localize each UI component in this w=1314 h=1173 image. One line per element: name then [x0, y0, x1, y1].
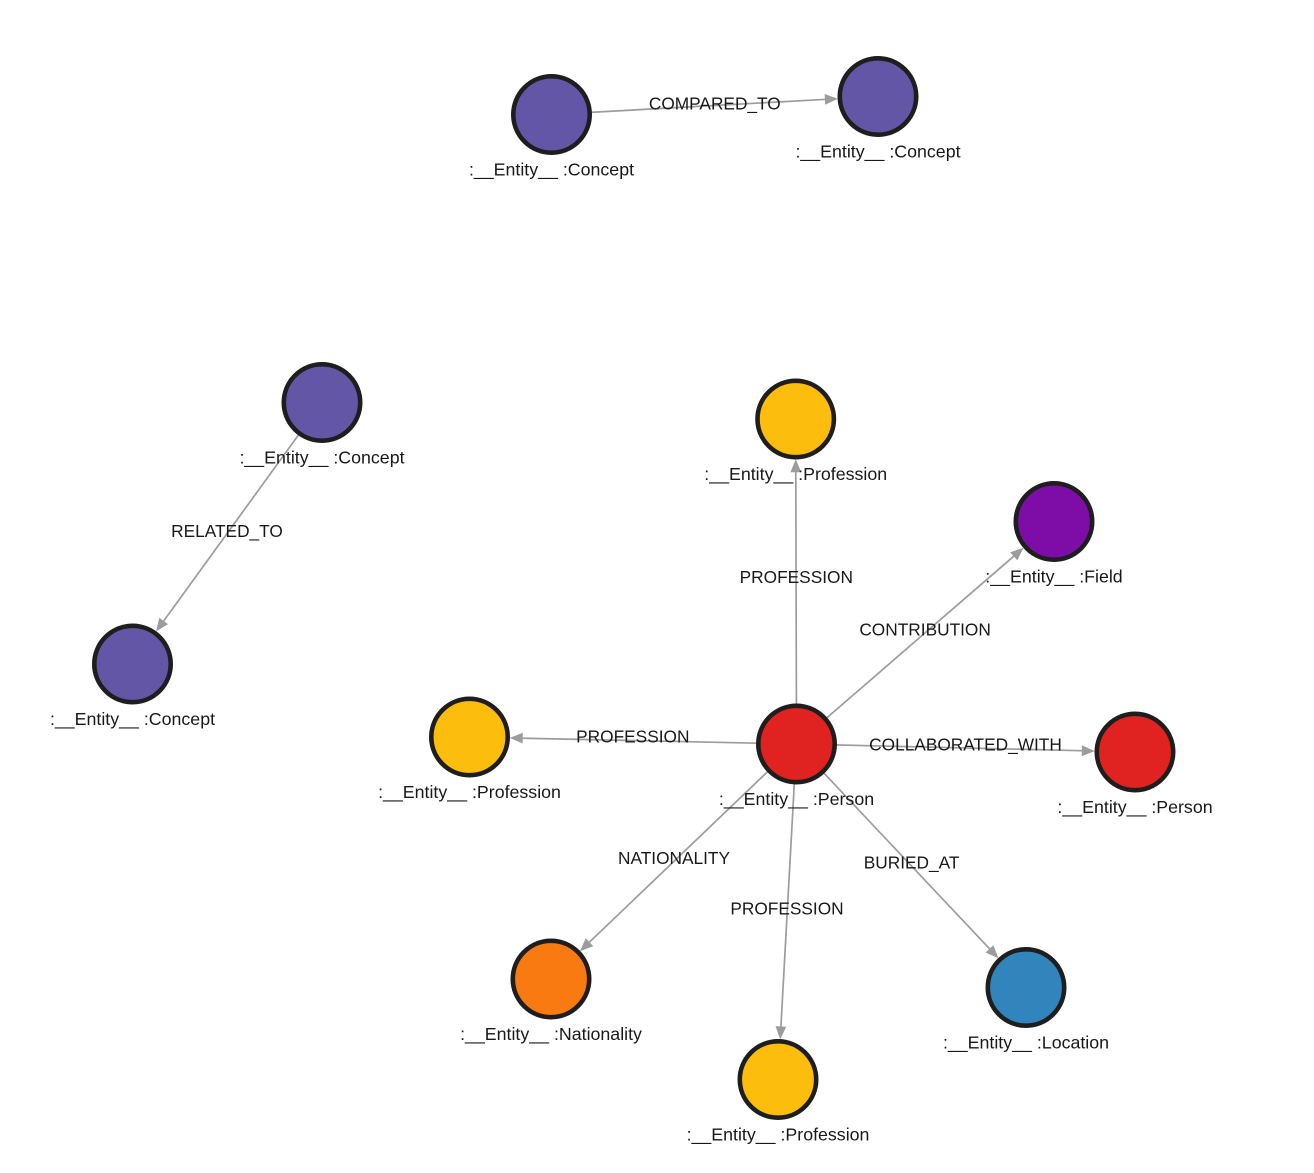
svg-text::__Entity__ :Person: :__Entity__ :Person — [1057, 797, 1212, 818]
svg-text:PROFESSION: PROFESSION — [740, 567, 853, 587]
svg-text::__Entity__ :Concept: :__Entity__ :Concept — [795, 142, 960, 163]
svg-text::__Entity__ :Concept: :__Entity__ :Concept — [239, 448, 404, 469]
svg-text::__Entity__ :Location: :__Entity__ :Location — [943, 1033, 1109, 1054]
svg-text:PROFESSION: PROFESSION — [730, 898, 843, 918]
svg-text:COLLABORATED_WITH: COLLABORATED_WITH — [869, 734, 1062, 754]
svg-text::__Entity__ :Profession: :__Entity__ :Profession — [687, 1125, 870, 1146]
svg-text:PROFESSION: PROFESSION — [576, 727, 689, 747]
svg-text::__Entity__ :Person: :__Entity__ :Person — [719, 789, 874, 810]
svg-text::__Entity__ :Field: :__Entity__ :Field — [985, 567, 1122, 588]
svg-text:BURIED_AT: BURIED_AT — [864, 853, 960, 873]
svg-text:RELATED_TO: RELATED_TO — [171, 521, 283, 541]
svg-text:CONTRIBUTION: CONTRIBUTION — [859, 619, 991, 639]
svg-text::__Entity__ :Nationality: :__Entity__ :Nationality — [460, 1024, 642, 1045]
svg-text::__Entity__ :Profession: :__Entity__ :Profession — [704, 464, 887, 485]
svg-text::__Entity__ :Profession: :__Entity__ :Profession — [378, 782, 561, 803]
svg-text:COMPARED_TO: COMPARED_TO — [649, 94, 781, 114]
svg-text::__Entity__ :Concept: :__Entity__ :Concept — [50, 709, 215, 730]
svg-text:NATIONALITY: NATIONALITY — [618, 848, 730, 868]
svg-text::__Entity__ :Concept: :__Entity__ :Concept — [469, 160, 634, 181]
